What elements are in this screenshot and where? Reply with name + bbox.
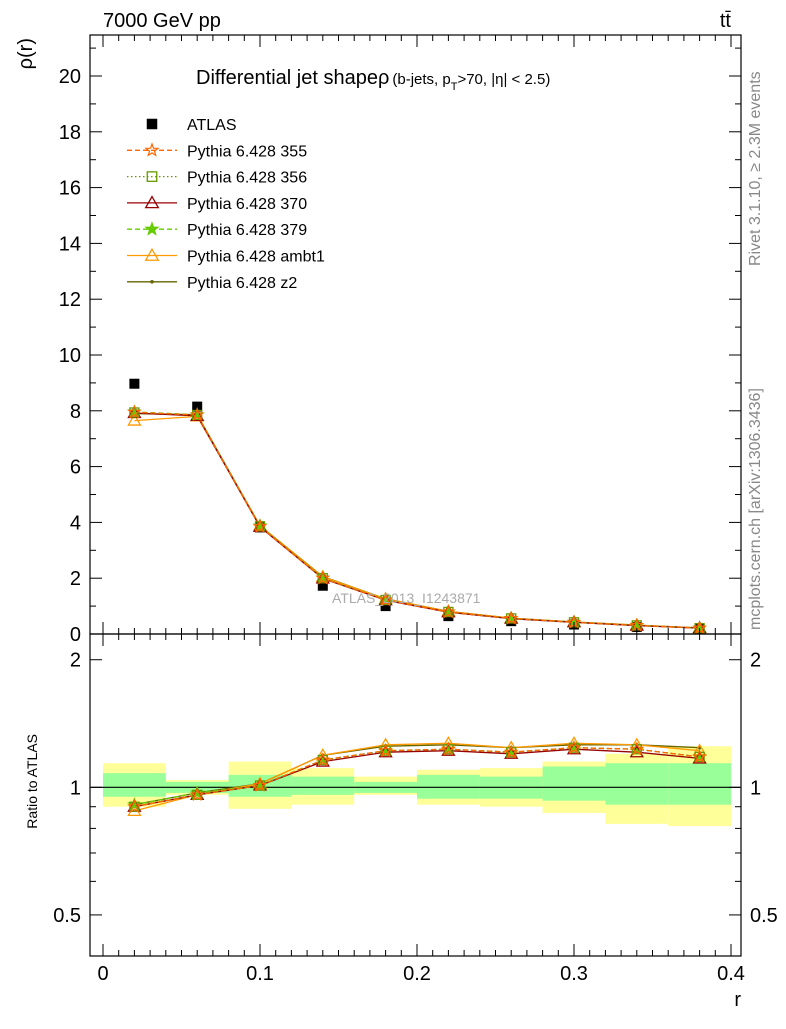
legend-label: Pythia 6.428 ambt1 bbox=[187, 249, 325, 266]
y-tick-label: 0.5 bbox=[53, 905, 81, 927]
legend-label: Pythia 6.428 z2 bbox=[187, 275, 297, 292]
data-point-atlas bbox=[380, 601, 391, 612]
chart-title: Differential jet shapeρ (b-jets, pT>70, |… bbox=[196, 67, 550, 93]
x-tick-label: 0.2 bbox=[403, 963, 431, 985]
chart-title-sub: T bbox=[451, 81, 458, 93]
legend-marker bbox=[150, 280, 154, 284]
ratio-series-line bbox=[134, 742, 700, 812]
y-tick-label: 1 bbox=[70, 777, 81, 799]
legend: ATLAS Pythia 6.428 355 Pythia 6.428 356 Pyt… bbox=[127, 117, 325, 292]
x-tick-label: 0 bbox=[97, 963, 108, 985]
chart-title-post: >70, |η| < 2.5) bbox=[457, 71, 550, 88]
y-tick-label: 16 bbox=[59, 178, 81, 200]
data-point-atlas bbox=[129, 378, 140, 389]
chart-title-pre: (b-jets, p bbox=[392, 71, 450, 88]
chart-title-main: Differential jet shape bbox=[196, 67, 378, 89]
ratio-point bbox=[378, 742, 393, 758]
ratio-point bbox=[315, 752, 331, 767]
data-point-mc bbox=[129, 407, 140, 418]
y-tick-label: 2 bbox=[70, 650, 81, 672]
data-point-mc bbox=[127, 404, 142, 419]
legend-marker bbox=[144, 247, 160, 261]
ratio-point bbox=[629, 741, 645, 756]
energy-label: 7000 GeV pp bbox=[103, 10, 221, 32]
ratio-plot-frame bbox=[89, 633, 742, 957]
data-point-atlas bbox=[317, 580, 328, 591]
data-point-mc bbox=[252, 518, 268, 533]
ratio-point bbox=[692, 749, 707, 764]
series-line bbox=[134, 411, 700, 629]
ratio-point bbox=[252, 777, 268, 792]
uncertainty-band-inner bbox=[605, 763, 669, 805]
uncertainty-band-inner bbox=[291, 776, 355, 795]
x-tick-label: 0.3 bbox=[560, 963, 588, 985]
ratio-point bbox=[189, 787, 205, 802]
uncertainty-band-inner bbox=[542, 766, 606, 801]
y-tick-label-right: 0.5 bbox=[750, 905, 778, 927]
main-y-axis-label: ρ(r) bbox=[15, 38, 37, 69]
analysis-watermark: ATLAS_2013_I1243871 bbox=[332, 590, 481, 606]
data-point-atlas bbox=[192, 401, 203, 412]
ratio-point bbox=[127, 798, 142, 814]
legend-marker bbox=[144, 142, 160, 157]
uncertainty-band-inner bbox=[103, 773, 166, 797]
process-label: tt̄ bbox=[720, 10, 732, 32]
ratio-point bbox=[441, 741, 456, 756]
x-tick-label: 0.4 bbox=[717, 963, 745, 985]
y-tick-label: 8 bbox=[70, 401, 81, 423]
y-tick-label-right: 1 bbox=[750, 777, 761, 799]
rivet-version-label: Rivet 3.1.10, ≥ 2.3M events bbox=[747, 71, 764, 266]
y-tick-label: 18 bbox=[59, 122, 81, 144]
data-point-mc bbox=[503, 610, 519, 625]
data-point-mc bbox=[315, 570, 331, 585]
y-tick-label: 4 bbox=[70, 512, 81, 534]
uncertainty-band-inner bbox=[668, 763, 731, 805]
y-tick-label: 12 bbox=[59, 289, 81, 311]
y-tick-label: 6 bbox=[70, 457, 81, 479]
y-tick-label: 10 bbox=[59, 345, 81, 367]
legend-marker bbox=[146, 118, 158, 130]
legend-marker bbox=[144, 221, 160, 236]
main-panel: 0 2 4 6 8 10 12 14 16 18 20 Differential jet shape… bbox=[15, 34, 742, 646]
ratio-y-axis-label: Ratio to ATLAS bbox=[24, 734, 40, 829]
x-axis-label: r bbox=[734, 989, 741, 1011]
ratio-series-line bbox=[134, 748, 700, 808]
ratio-series-line bbox=[134, 747, 700, 808]
data-point-mc bbox=[189, 407, 205, 422]
legend-label: Pythia 6.428 370 bbox=[187, 196, 307, 213]
y-tick-label: 0 bbox=[70, 624, 81, 646]
legend-marker bbox=[144, 195, 160, 209]
data-point-mc bbox=[127, 413, 142, 426]
y-tick-label: 20 bbox=[59, 66, 81, 88]
ratio-point bbox=[566, 739, 582, 755]
legend-label: ATLAS bbox=[187, 117, 237, 134]
chart-title-rho: ρ bbox=[378, 67, 389, 89]
y-tick-label-right: 2 bbox=[750, 650, 761, 672]
legend-label: Pythia 6.428 355 bbox=[187, 143, 307, 160]
legend-label: Pythia 6.428 379 bbox=[187, 222, 307, 239]
ratio-panel: 0.5 0.51 12 2 0 0.1 0.2 0.3 0.4 Ratio to ATLAS … bbox=[24, 633, 778, 1011]
ratio-series-line bbox=[134, 744, 700, 806]
y-tick-label: 14 bbox=[59, 233, 81, 255]
legend-label: Pythia 6.428 356 bbox=[187, 170, 307, 187]
data-point-mc bbox=[441, 604, 456, 619]
legend-marker bbox=[146, 171, 158, 182]
ratio-point bbox=[503, 744, 519, 759]
x-tick-label: 0.1 bbox=[246, 963, 274, 985]
mcplots-label: mcplots.cern.ch [arXiv:1306.3436] bbox=[747, 388, 764, 630]
data-point-mc bbox=[629, 617, 645, 632]
data-point-mc bbox=[378, 592, 393, 607]
y-tick-label: 2 bbox=[70, 568, 81, 590]
